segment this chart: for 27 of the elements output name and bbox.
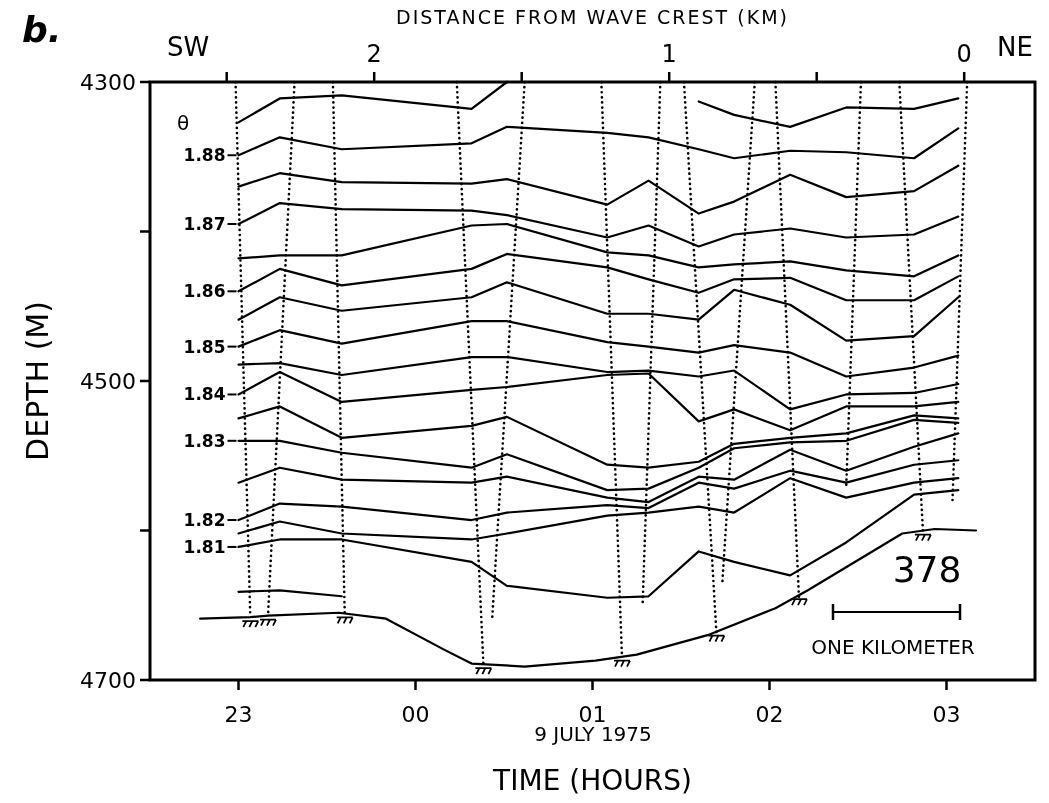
legend-label: 1.85 [183,336,226,357]
legend-label: 1.86 [183,281,226,302]
x-tick-label: 02 [755,702,784,727]
x-tick-label: 03 [932,702,961,727]
x-tick-label: 23 [224,702,253,727]
y-tick-label: 4700 [80,668,136,693]
x2-tick-label: 0 [956,40,972,68]
legend-label: 1.88 [183,145,226,166]
legend-label: 1.82 [183,510,226,531]
legend-label: 1.83 [183,430,226,451]
text: SW [166,32,210,62]
annotation: θ [176,111,190,135]
y-tick-label: 4300 [80,70,136,95]
y-axis-title: DEPTH (M) [20,301,55,461]
legend-label: 1.84 [183,384,226,405]
text: NE [997,32,1033,62]
x-axis-title: TIME (HOURS) [492,764,692,797]
legend-label: 1.81 [183,536,226,557]
y-tick-label: 4500 [80,369,136,394]
x2-axis-title: DISTANCE FROM WAVE CREST (KM) [396,6,789,28]
x2-tick-label: 2 [366,40,382,68]
x-tick-label: 00 [401,702,430,727]
text: b. [22,9,62,50]
annotation: 378 [892,549,962,590]
annotation: ONE KILOMETER [811,635,975,659]
legend-label: 1.87 [183,214,226,235]
x2-tick-label: 1 [661,40,677,68]
